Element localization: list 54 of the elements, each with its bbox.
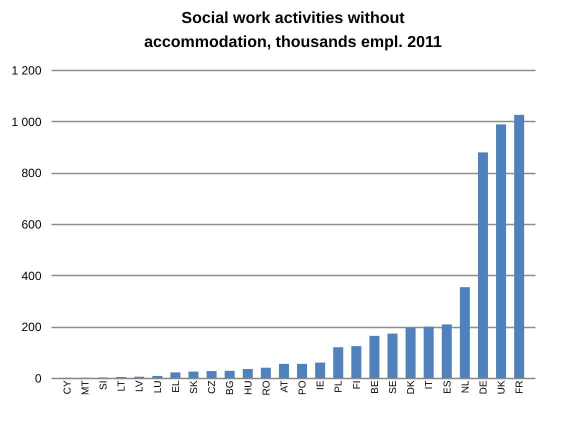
bar xyxy=(333,347,344,378)
x-tick-label: LT xyxy=(116,380,128,392)
chart-title: Social work activities without accommodation, thousands empl. 2011 xyxy=(144,10,442,51)
x-tick-label: DK xyxy=(406,380,418,394)
x-tick-label: LU xyxy=(152,380,164,394)
x-tick-label: RO xyxy=(261,380,272,396)
bar xyxy=(406,328,416,378)
x-tick-label: BE xyxy=(370,380,381,394)
x-tick-label: NL xyxy=(460,380,472,394)
x-tick-label: SE xyxy=(388,380,400,394)
bar xyxy=(297,364,308,378)
x-tick-label: HU xyxy=(243,380,254,395)
bar xyxy=(206,371,217,378)
x-tick-label: IE xyxy=(316,380,327,390)
x-tick-label: ES xyxy=(442,380,454,394)
x-tick-label: SK xyxy=(188,380,200,394)
bar xyxy=(388,334,398,378)
bar xyxy=(496,124,506,378)
x-tick-label: BG xyxy=(225,380,236,395)
bar xyxy=(170,372,180,378)
x-tick-label: UK xyxy=(496,380,508,394)
x-tick-label: IT xyxy=(424,380,436,390)
y-tick-label: 1 200 xyxy=(11,64,42,78)
bar xyxy=(424,326,434,378)
x-tick-label: FI xyxy=(352,380,363,390)
x-tick-label: PL xyxy=(334,380,345,393)
bar xyxy=(478,152,488,378)
bar xyxy=(242,369,253,378)
x-tick-label: SI xyxy=(98,380,110,390)
bar xyxy=(460,287,470,378)
y-tick-label: 200 xyxy=(21,320,42,334)
bar xyxy=(278,364,289,378)
y-tick-label: 800 xyxy=(21,166,42,180)
bar xyxy=(514,114,524,378)
y-tick-label: 1 000 xyxy=(11,114,42,129)
bar xyxy=(351,346,362,378)
bar xyxy=(260,368,271,378)
x-tick-label: EL xyxy=(170,380,182,393)
y-tick-label: 0 xyxy=(34,372,42,386)
x-tick-label: CY xyxy=(62,380,74,394)
bar xyxy=(224,370,235,378)
x-tick-label: PO xyxy=(298,380,309,395)
bar xyxy=(315,362,326,378)
y-tick-label: 600 xyxy=(21,218,42,232)
bar xyxy=(442,324,452,378)
x-tick-label: LV xyxy=(134,380,146,392)
x-tick-label: FR xyxy=(514,380,526,394)
bar xyxy=(188,372,198,378)
x-tick-label: DE xyxy=(478,380,490,394)
bar xyxy=(369,336,380,378)
x-tick-label: CZ xyxy=(207,380,218,394)
x-tick-label: AT xyxy=(279,380,290,393)
x-tick-label: MT xyxy=(80,380,92,395)
y-tick-label: 400 xyxy=(21,268,42,283)
